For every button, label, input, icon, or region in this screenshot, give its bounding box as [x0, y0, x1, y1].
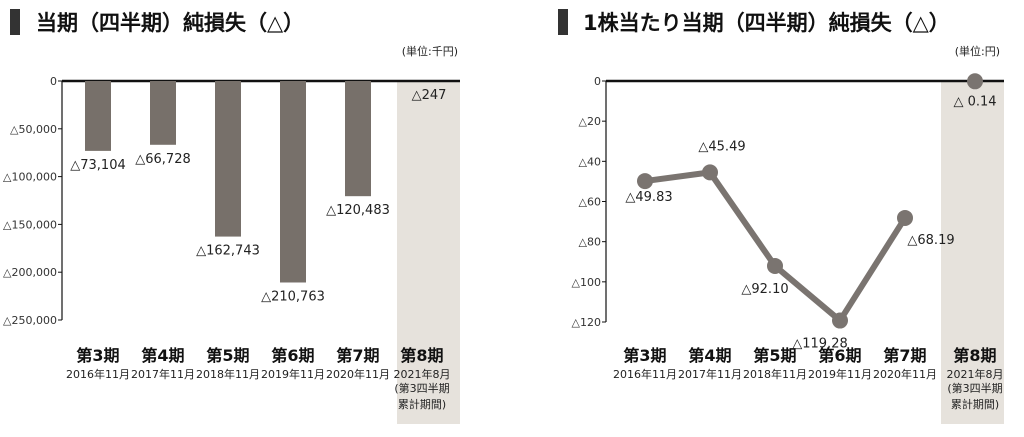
category-label: 第4期 [141, 346, 184, 365]
y-tick-label: △80 [579, 236, 601, 249]
data-point-6 [967, 73, 983, 90]
category-sublabel: 2019年11月 [808, 367, 872, 381]
bar-2 [150, 81, 176, 145]
category-sublabel: 2019年11月 [261, 367, 325, 381]
data-label: △210,763 [261, 289, 325, 304]
y-tick-label: △250,000 [3, 314, 57, 327]
category-sublabel: 2018年11月 [743, 367, 807, 381]
category-label: 第8期 [400, 346, 443, 365]
category-note: (第3四半期 [947, 381, 1002, 395]
category-label: 第5期 [753, 346, 796, 365]
category-label: 第4期 [688, 346, 731, 365]
y-tick-label: 0 [50, 75, 57, 88]
category-label: 第8期 [953, 346, 996, 365]
category-label: 第6期 [818, 346, 861, 365]
bar-1 [85, 81, 111, 151]
data-label: △162,743 [196, 244, 260, 259]
y-tick-label: △100,000 [3, 171, 57, 184]
category-sublabel: 2017年11月 [131, 367, 195, 381]
data-label: △ 0.14 [953, 94, 996, 109]
category-note: 累計期間) [951, 397, 999, 411]
series-line [642, 169, 908, 324]
chart-title: 1株当たり当期（四半期）純損失（△） [583, 11, 950, 35]
data-label: △247 [412, 88, 447, 103]
category-note: 累計期間) [398, 397, 446, 411]
data-label: △45.49 [698, 139, 745, 154]
category-label: 第6期 [271, 346, 314, 365]
category-sublabel: 2016年11月 [613, 367, 677, 381]
bar-3 [215, 81, 241, 237]
data-point-4 [832, 312, 848, 329]
category-label: 第5期 [206, 346, 249, 365]
data-label: △66,728 [135, 152, 191, 167]
unit-label: (単位:円) [955, 44, 1000, 58]
y-tick-label: △200,000 [3, 266, 57, 279]
data-label: △92.10 [741, 282, 788, 297]
y-tick-label: 0 [594, 75, 601, 88]
bar-4 [280, 81, 306, 283]
y-tick-label: △100 [572, 276, 601, 289]
y-tick-label: △40 [579, 155, 601, 168]
data-point-3 [767, 257, 783, 274]
data-point-2 [702, 164, 718, 181]
data-label: △120,483 [326, 203, 390, 218]
category-label: 第3期 [623, 346, 666, 365]
category-sublabel: 2021年8月 [947, 367, 1004, 381]
title-marker [10, 9, 20, 35]
data-label: △73,104 [70, 158, 126, 173]
y-tick-label: △120 [572, 316, 601, 329]
chart-title: 当期（四半期）純損失（△） [36, 11, 304, 35]
data-point-1 [637, 173, 653, 190]
bar-5 [345, 81, 371, 197]
category-sublabel: 2018年11月 [196, 367, 260, 381]
category-label: 第3期 [76, 346, 119, 365]
y-tick-label: △20 [579, 115, 601, 128]
y-tick-label: △60 [579, 196, 601, 209]
category-sublabel: 2021年8月 [394, 367, 451, 381]
highlight-band [941, 81, 1004, 424]
category-note: (第3四半期 [394, 381, 449, 395]
category-sublabel: 2017年11月 [678, 367, 742, 381]
data-label: △49.83 [625, 190, 672, 205]
y-tick-label: △50,000 [10, 123, 57, 136]
unit-label: (単位:千円) [402, 44, 458, 58]
y-tick-label: △150,000 [3, 218, 57, 231]
data-label: △119.28 [792, 337, 848, 352]
category-label: 第7期 [883, 346, 926, 365]
category-sublabel: 2020年11月 [873, 367, 937, 381]
title-marker [558, 9, 568, 35]
category-sublabel: 2020年11月 [326, 367, 390, 381]
category-label: 第7期 [336, 346, 379, 365]
highlight-band [397, 81, 460, 424]
data-label: △68.19 [907, 233, 954, 248]
category-sublabel: 2016年11月 [66, 367, 130, 381]
data-point-5 [897, 209, 913, 226]
